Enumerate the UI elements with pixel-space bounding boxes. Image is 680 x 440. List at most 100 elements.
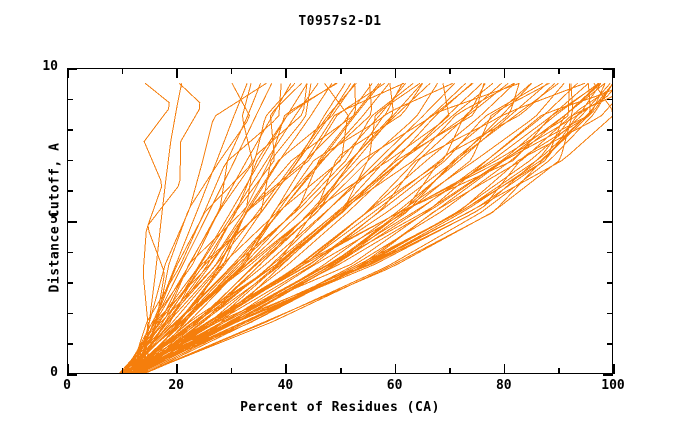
x-tick-bottom	[503, 364, 506, 374]
x-tick-label: 80	[495, 378, 512, 393]
curve-line	[142, 82, 201, 374]
x-tick-top	[121, 68, 124, 74]
x-tick-bottom	[285, 364, 287, 374]
x-tick-top	[558, 68, 560, 74]
y-tick-right	[607, 98, 613, 101]
curve-line	[129, 83, 253, 374]
curve-line	[120, 83, 357, 374]
plot-canvas	[67, 68, 613, 374]
curve-line	[118, 83, 613, 374]
x-tick-bottom	[230, 368, 233, 374]
curve-line	[137, 83, 574, 374]
page-title: T0957s2-D1	[298, 14, 382, 29]
y-tick-right	[607, 251, 613, 254]
x-tick-label: 60	[386, 378, 403, 393]
curve-line	[121, 83, 602, 374]
y-tick-label: 0	[50, 365, 58, 380]
x-tick-top	[613, 68, 615, 78]
x-tick-top	[230, 68, 233, 74]
x-tick-bottom	[121, 368, 124, 374]
y-tick-left	[67, 343, 73, 345]
x-tick-bottom	[394, 364, 397, 374]
curve-line	[129, 83, 373, 374]
y-tick-right	[607, 312, 613, 315]
y-tick-right	[603, 221, 613, 223]
x-tick-top	[176, 68, 178, 78]
y-tick-left	[67, 221, 77, 223]
curve-line	[134, 83, 251, 374]
y-tick-label: 10	[42, 59, 58, 74]
x-tick-top	[394, 68, 397, 78]
x-tick-top	[449, 68, 451, 74]
y-tick-right	[603, 68, 613, 70]
curve-line	[140, 82, 515, 374]
y-tick-right	[607, 190, 613, 192]
x-tick-bottom	[558, 368, 560, 374]
x-tick-label: 20	[168, 378, 185, 393]
x-tick-top	[285, 68, 287, 78]
y-tick-left	[67, 374, 77, 376]
y-tick-left	[67, 251, 73, 254]
curve-series-group	[117, 82, 613, 374]
y-tick-label: 5	[50, 212, 58, 227]
y-tick-left	[67, 129, 73, 131]
curve-line	[132, 82, 302, 374]
curve-line	[132, 82, 337, 374]
curve-line	[132, 82, 533, 374]
curve-line	[128, 83, 312, 374]
curve-line	[121, 83, 373, 374]
y-tick-left	[67, 98, 73, 101]
curve-line	[125, 83, 450, 374]
y-tick-left	[67, 68, 77, 70]
curve-line	[139, 83, 356, 374]
x-tick-bottom	[613, 364, 615, 374]
x-tick-label: 100	[601, 378, 625, 393]
x-tick-bottom	[340, 368, 342, 374]
curve-line	[129, 82, 600, 374]
curve-line	[123, 82, 586, 374]
curve-line	[126, 82, 474, 374]
curve-line	[143, 83, 613, 374]
curve-line	[123, 82, 520, 374]
curve-line	[134, 82, 267, 374]
x-tick-bottom	[67, 364, 69, 374]
curve-line	[121, 83, 403, 374]
y-tick-right	[607, 159, 613, 162]
x-tick-top	[503, 68, 506, 78]
curve-line	[119, 83, 424, 374]
y-tick-left	[67, 312, 73, 315]
curve-line	[129, 82, 532, 374]
y-tick-right	[607, 282, 613, 284]
curve-line	[134, 83, 438, 374]
curve-line	[127, 82, 414, 374]
curve-line	[122, 83, 308, 374]
x-tick-top	[340, 68, 342, 74]
curve-line	[130, 82, 509, 374]
curve-line	[124, 83, 262, 374]
curve-line	[124, 83, 486, 374]
curve-line	[120, 82, 386, 374]
curve-line	[137, 82, 548, 374]
curve-line	[118, 82, 357, 374]
plot-frame	[67, 68, 613, 374]
x-tick-label: 40	[277, 378, 294, 393]
curve-line	[142, 83, 613, 374]
x-tick-top	[67, 68, 69, 78]
y-tick-right	[607, 129, 613, 131]
y-tick-left	[67, 282, 73, 284]
y-axis-title: Distance Cutoff, A	[47, 142, 63, 293]
curve-line	[120, 82, 453, 374]
y-tick-right	[607, 343, 613, 345]
x-tick-bottom	[449, 368, 451, 374]
curve-line	[134, 83, 248, 374]
y-tick-left	[67, 190, 73, 192]
curve-line	[132, 83, 308, 374]
y-tick-left	[67, 159, 73, 162]
x-tick-bottom	[176, 364, 178, 374]
curve-line	[127, 82, 380, 374]
curve-line	[130, 83, 613, 374]
x-axis-title: Percent of Residues (CA)	[240, 400, 440, 415]
y-tick-right	[603, 374, 613, 376]
curve-line	[129, 83, 282, 374]
